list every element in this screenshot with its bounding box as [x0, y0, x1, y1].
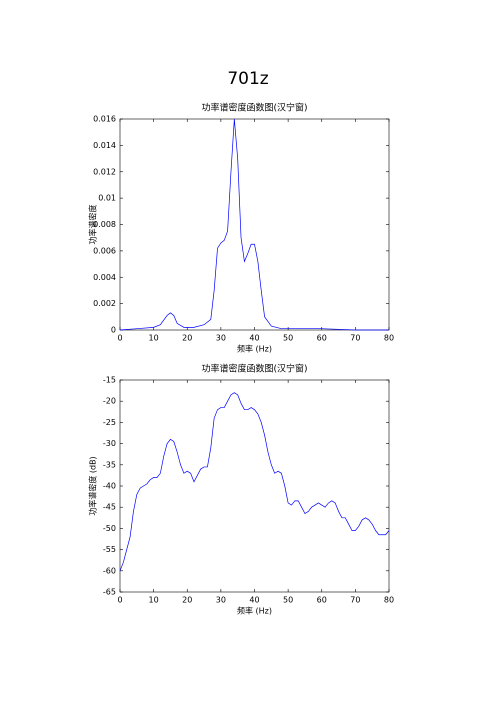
y-tick-label: -45 [103, 503, 116, 512]
x-axis-label: 频率 (Hz) [237, 344, 272, 354]
x-tick-label: 10 [149, 596, 159, 605]
y-axis-label: 功率谱密度 (dB) [88, 456, 98, 515]
x-tick-label: 20 [182, 596, 192, 605]
data-line [119, 118, 389, 331]
y-tick-label: -25 [103, 418, 116, 427]
y-axis-label: 功率谱密度 [88, 205, 98, 245]
y-tick-label: -60 [103, 566, 116, 575]
y-tick-label: 0.002 [93, 299, 116, 308]
x-tick-label: 70 [350, 596, 360, 605]
x-tick-label: 40 [249, 334, 259, 343]
x-tick-label: 50 [283, 334, 293, 343]
chart-title: 功率谱密度函数图(汉宁窗) [201, 363, 307, 375]
x-tick-label: 30 [216, 334, 226, 343]
y-tick-label: 0.014 [93, 141, 116, 150]
y-tick-label: 0.012 [93, 167, 116, 176]
x-tick-label: 0 [117, 596, 122, 605]
x-tick-label: 10 [149, 334, 159, 343]
data-line [119, 392, 390, 571]
x-axis-label: 频率 (Hz) [237, 606, 272, 616]
y-tick-label: 0.01 [98, 194, 116, 203]
x-tick-label: 50 [283, 596, 293, 605]
x-tick-label: 70 [350, 334, 360, 343]
y-tick-label: -50 [103, 524, 116, 533]
y-tick-label: -30 [103, 439, 116, 448]
y-tick-label: 0.004 [93, 273, 116, 282]
y-tick-label: 0.016 [93, 115, 116, 124]
y-tick-label: -35 [103, 460, 116, 469]
x-tick-label: 0 [117, 334, 122, 343]
y-tick-label: 0 [111, 326, 116, 335]
x-tick-label: 30 [216, 596, 226, 605]
x-tick-label: 60 [317, 334, 327, 343]
y-tick-label: -40 [103, 482, 116, 491]
x-tick-label: 80 [384, 596, 394, 605]
page-heading: 701z [227, 69, 268, 89]
x-tick-label: 80 [384, 334, 394, 343]
y-tick-label: 0.008 [93, 220, 116, 229]
x-tick-label: 60 [317, 596, 327, 605]
y-tick-label: -20 [103, 397, 116, 406]
chart-title: 功率谱密度函数图(汉宁窗) [201, 102, 307, 114]
y-tick-label: -15 [103, 376, 116, 385]
y-tick-label: 0.006 [93, 246, 116, 255]
x-tick-label: 40 [249, 596, 259, 605]
x-tick-label: 20 [182, 334, 192, 343]
y-tick-label: -55 [103, 545, 116, 554]
y-tick-label: -65 [103, 588, 116, 597]
